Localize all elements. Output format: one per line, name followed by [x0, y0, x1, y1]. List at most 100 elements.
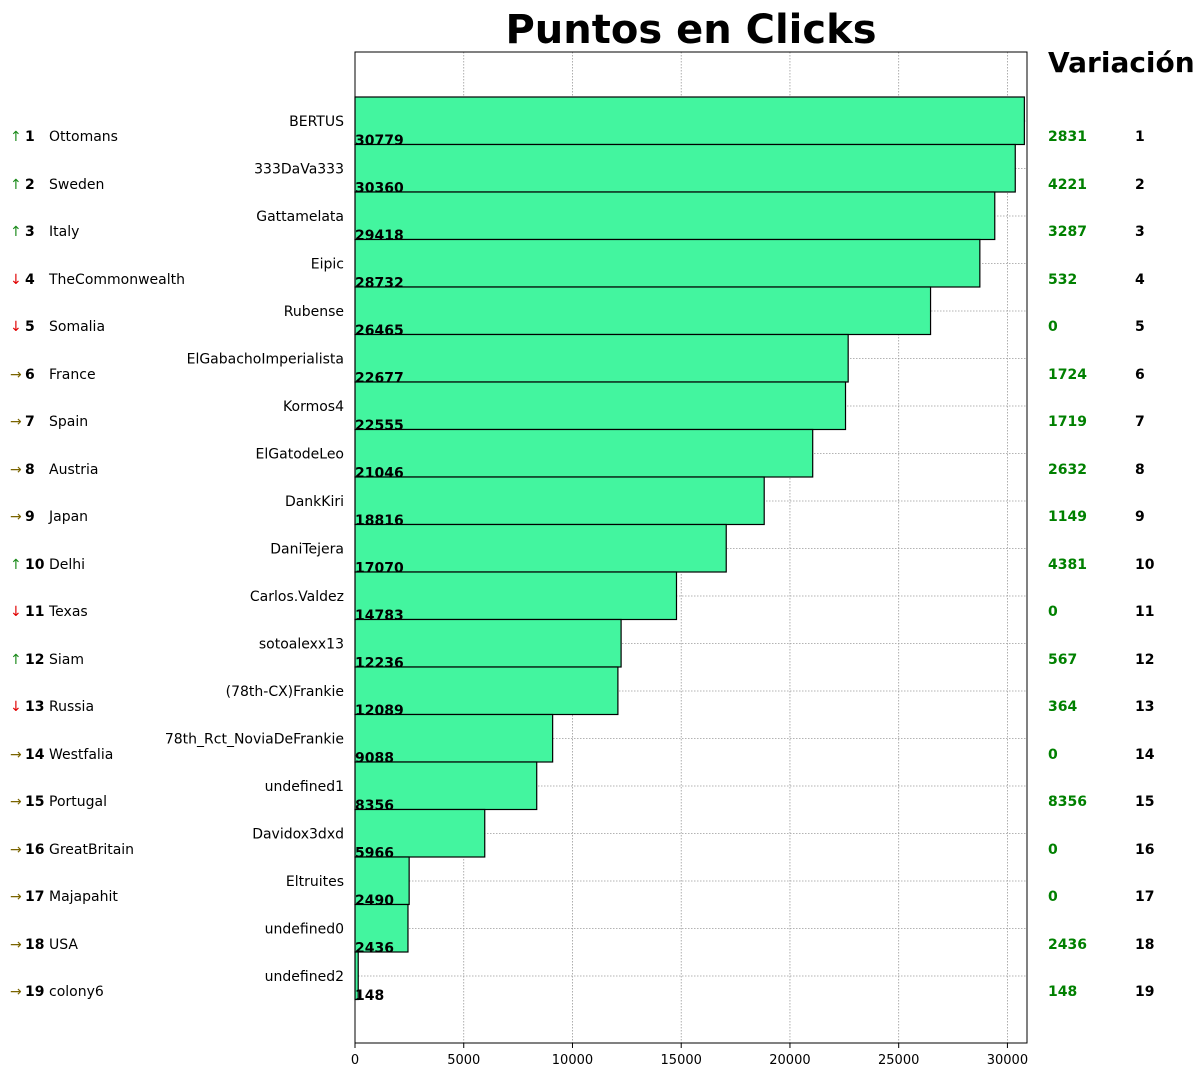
x-tick-label: 25000: [878, 1053, 919, 1068]
variation-rank: 13: [1135, 699, 1155, 715]
nation-name: USA: [49, 936, 78, 953]
arrow-up-icon: ↑: [10, 651, 22, 668]
variation-value: 0: [1048, 889, 1058, 905]
variation-rank: 19: [1135, 984, 1155, 1000]
variation-rank: 14: [1135, 746, 1155, 763]
bar: [354, 333, 849, 383]
rank-number: 11: [25, 604, 45, 620]
category-label: undefined0: [265, 922, 344, 938]
chart-title: Puntos en Clicks: [505, 7, 877, 53]
category-label: undefined1: [265, 779, 344, 795]
category-label: undefined2: [265, 969, 344, 985]
variation-rank: 10: [1135, 556, 1155, 573]
x-tick-label: 30000: [987, 1053, 1028, 1068]
x-tick-label: 15000: [661, 1053, 702, 1068]
variation-rank: 8: [1135, 461, 1145, 478]
rank-number: 12: [25, 651, 45, 668]
nation-name: Italy: [49, 224, 80, 240]
nation-name: Somalia: [49, 319, 106, 335]
bar: [354, 761, 538, 811]
arrow-right-icon: →: [10, 366, 22, 383]
nation-name: Delhi: [49, 556, 86, 573]
variation-rank: 6: [1135, 366, 1145, 383]
category-label: (78th-CX)Frankie: [226, 684, 344, 700]
nation-name: Portugal: [49, 794, 107, 810]
rank-number: 7: [25, 414, 35, 430]
nation-name: France: [49, 366, 96, 383]
arrow-up-icon: ↑: [10, 176, 22, 193]
nation-name: Westfalia: [49, 746, 114, 763]
variation-rank: 16: [1135, 841, 1155, 858]
rank-number: 2: [25, 176, 35, 193]
variation-value: 1719: [1048, 414, 1087, 430]
rank-number: 3: [25, 224, 35, 240]
variation-rank: 12: [1135, 651, 1155, 668]
rank-number: 10: [25, 556, 45, 573]
variation-rank: 9: [1135, 509, 1145, 525]
arrow-right-icon: →: [10, 461, 22, 478]
variation-value: 0: [1048, 604, 1058, 620]
variation-value: 1724: [1048, 366, 1087, 383]
category-label: 333DaVa333: [254, 162, 344, 178]
bar: [354, 856, 410, 906]
variation-value: 0: [1048, 319, 1058, 335]
variation-rank: 4: [1135, 271, 1145, 288]
nation-name: Siam: [49, 651, 84, 668]
arrow-right-icon: →: [10, 746, 22, 763]
bar: [354, 618, 622, 668]
x-tick-label: 20000: [769, 1053, 810, 1068]
rank-number: 9: [25, 509, 35, 525]
arrow-right-icon: →: [10, 509, 22, 525]
bar: [354, 143, 1016, 193]
category-label: Eltruites: [286, 874, 344, 890]
rank-number: 8: [25, 461, 35, 478]
category-label: Davidox3dxd: [252, 827, 344, 843]
arrow-down-icon: ↓: [10, 699, 22, 715]
category-label: Kormos4: [283, 399, 344, 415]
bar: [354, 96, 1025, 146]
nation-name: Majapahit: [49, 889, 118, 905]
category-label: 78th_Rct_NoviaDeFrankie: [165, 732, 344, 748]
variation-rank: 11: [1135, 604, 1155, 620]
variation-value: 2436: [1048, 936, 1087, 953]
category-label: ElGabachoImperialista: [187, 352, 344, 368]
nation-name: Texas: [49, 604, 88, 620]
rank-number: 17: [25, 889, 45, 905]
rank-number: 16: [25, 841, 45, 858]
category-label: Gattamelata: [256, 209, 344, 225]
arrow-up-icon: ↑: [10, 556, 22, 573]
variation-rank: 15: [1135, 794, 1155, 810]
category-label: DaniTejera: [270, 542, 344, 558]
arrow-right-icon: →: [10, 794, 22, 810]
rank-number: 19: [25, 984, 45, 1000]
bar: [354, 428, 814, 478]
variation-rank: 5: [1135, 319, 1145, 335]
bar: [354, 238, 981, 288]
variation-value: 148: [1048, 984, 1078, 1000]
variation-value: 532: [1048, 271, 1078, 288]
arrow-down-icon: ↓: [10, 271, 22, 288]
variation-rank: 7: [1135, 414, 1145, 430]
bar: [354, 476, 765, 526]
arrow-right-icon: →: [10, 889, 22, 905]
variation-value: 0: [1048, 746, 1058, 763]
nation-name: Spain: [49, 414, 89, 430]
rank-number: 15: [25, 794, 45, 810]
bar: [354, 713, 554, 763]
category-label: BERTUS: [289, 114, 344, 130]
bar: [354, 523, 727, 573]
variation-rank: 3: [1135, 224, 1145, 240]
data-label: 2436: [355, 941, 394, 957]
bar: [354, 808, 486, 858]
category-label: Eipic: [311, 257, 344, 273]
arrow-right-icon: →: [10, 414, 22, 430]
nation-name: Russia: [49, 699, 95, 715]
rank-number: 1: [25, 129, 35, 145]
category-label: Carlos.Valdez: [250, 589, 344, 605]
arrow-right-icon: →: [10, 841, 22, 858]
rank-number: 5: [25, 319, 35, 335]
variation-value: 364: [1048, 699, 1078, 715]
bar: [354, 381, 847, 431]
x-tick-label: 10000: [552, 1053, 593, 1068]
